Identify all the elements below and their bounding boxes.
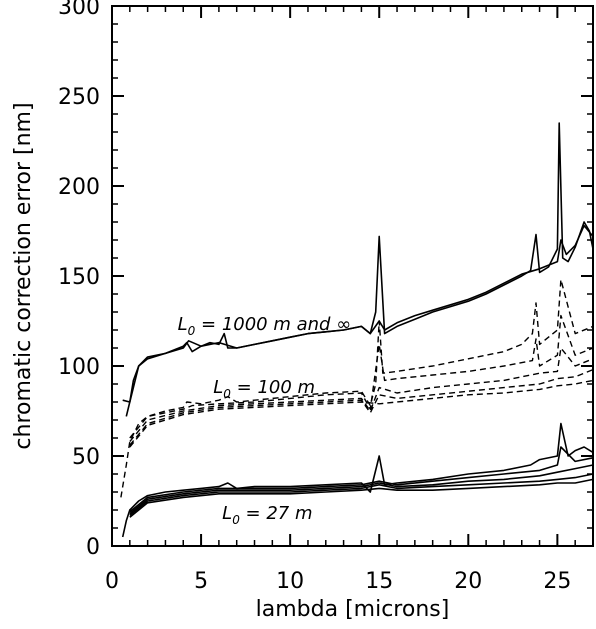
series-line-10 (129, 464, 594, 515)
annotation-label-3: L0 = 27 m (222, 503, 312, 527)
series-line-12 (129, 478, 594, 518)
y-tick-label: 150 (58, 265, 100, 290)
annotations-layer: L0 = 1000 m and ∞ L0 = 100 m L0 = 27 m (178, 314, 352, 527)
series-line-9 (129, 446, 594, 513)
x-tick-label: 15 (365, 569, 393, 594)
x-tick-label: 20 (454, 569, 482, 594)
y-tick-label: 0 (86, 535, 100, 560)
y-tick-label: 200 (58, 175, 100, 200)
y-tick-label: 300 (58, 0, 100, 20)
y-tick-label: 100 (58, 355, 100, 380)
series-line-5 (129, 347, 594, 443)
series-line-3 (120, 278, 594, 498)
series-line-8 (121, 422, 594, 538)
y-tick-label: 50 (72, 445, 100, 470)
series-line-4 (129, 314, 594, 439)
x-tick-label: 10 (276, 569, 304, 594)
x-tick-label: 5 (194, 569, 208, 594)
series-layer (120, 122, 594, 538)
x-tick-label: 0 (105, 569, 119, 594)
series-line-1 (122, 122, 594, 403)
series-line-7 (129, 379, 594, 448)
annotation-label-1: L0 = 1000 m and ∞ (178, 314, 352, 338)
series-line-2 (125, 224, 594, 417)
y-axis-label: chromatic correction error [nm] (11, 102, 36, 449)
series-line-6 (129, 368, 594, 446)
y-tick-label: 250 (58, 85, 100, 110)
series-line-11 (129, 473, 594, 517)
x-tick-label: 25 (543, 569, 571, 594)
x-axis-label: lambda [microns] (256, 597, 450, 622)
annotation-label-2: L0 = 100 m (213, 377, 315, 401)
